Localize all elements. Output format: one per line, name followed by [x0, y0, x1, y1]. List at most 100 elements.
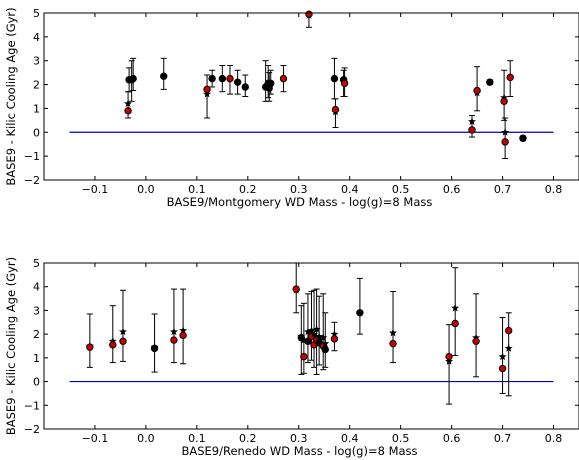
x-tick-label: 0.7 [494, 183, 512, 196]
star-marker [203, 89, 212, 98]
data-point-black [233, 78, 242, 86]
data-point-red [86, 343, 94, 351]
data-point-black [218, 74, 227, 83]
data-point-red [331, 105, 340, 114]
y-tick-label: 3 [33, 304, 40, 317]
x-axis-label: BASE9/Renedo WD Mass - log(g)=8 Mass [181, 444, 417, 458]
star-marker [321, 339, 330, 348]
x-tick-label: 0.2 [239, 432, 257, 445]
x-tick-label: −0.1 [82, 432, 109, 445]
x-tick-label: 0.3 [290, 432, 308, 445]
data-point-black [356, 309, 364, 317]
y-tick-label: 2 [33, 328, 40, 341]
star-marker [330, 329, 339, 338]
star-marker [124, 99, 133, 108]
data-point-red [500, 97, 508, 105]
star-marker [498, 352, 507, 361]
y-tick-label: 0 [33, 376, 40, 389]
data-point-red [179, 331, 187, 340]
star-marker [500, 93, 509, 102]
x-tick-label: 0.4 [341, 183, 359, 196]
star-marker [445, 357, 454, 365]
data-point-red [330, 335, 339, 343]
x-tick-label: 0.6 [443, 432, 461, 445]
data-point-red [305, 10, 313, 18]
x-tick-label: 0.1 [188, 183, 206, 196]
data-point-red [501, 138, 509, 146]
x-tick-label: 0.6 [443, 183, 461, 196]
data-point-red [300, 352, 308, 361]
y-tick-label: 5 [33, 257, 40, 270]
data-point-black [330, 74, 339, 83]
y-tick-label: 0 [33, 126, 40, 139]
y-tick-label: 1 [33, 102, 40, 115]
star-marker [504, 344, 513, 352]
data-point-black [150, 344, 159, 353]
star-marker [310, 329, 319, 338]
star-marker [451, 303, 460, 312]
data-point-black [160, 72, 168, 80]
star-marker [472, 333, 481, 342]
data-point-black [129, 74, 137, 83]
y-tick-label: 2 [33, 79, 40, 92]
data-point-red [504, 326, 513, 335]
x-tick-label: 0.7 [494, 432, 512, 445]
x-tick-label: 0.1 [188, 432, 206, 445]
data-point-red [389, 339, 397, 348]
plot-frame [43, 12, 579, 181]
data-point-red [468, 126, 476, 134]
y-tick-label: 5 [33, 7, 40, 20]
x-tick-label: 0.5 [392, 432, 410, 445]
data-point-red [124, 107, 132, 115]
data-point-red [226, 74, 234, 83]
data-point-red [279, 74, 288, 83]
y-tick-label: 4 [33, 281, 40, 294]
star-marker [312, 325, 321, 333]
data-point-red [203, 85, 211, 94]
data-point-black [267, 79, 275, 88]
y-axis-label: BASE9 - Kilic Cooling Age (Gyr) [4, 7, 18, 185]
plot-frame [43, 262, 579, 430]
star-marker [118, 327, 127, 336]
data-point-red [506, 73, 514, 82]
star-marker [169, 327, 178, 336]
star-marker [303, 327, 312, 336]
data-point-red [498, 364, 507, 373]
star-marker [307, 326, 316, 334]
star-marker [501, 128, 510, 136]
data-point-red [472, 337, 480, 345]
x-tick-label: 0.3 [290, 183, 308, 196]
star-marker [389, 328, 398, 337]
y-tick-label: −1 [24, 150, 40, 163]
y-tick-label: 3 [33, 55, 40, 68]
x-tick-label: 0.2 [239, 183, 257, 196]
star-marker [319, 333, 328, 342]
data-point-red [119, 337, 127, 345]
x-axis-label: BASE9/Montgomery WD Mass - log(g)=8 Mass [167, 195, 433, 209]
x-tick-label: 0.4 [341, 432, 359, 445]
data-point-black [208, 74, 216, 83]
data-point-red [109, 341, 117, 349]
y-tick-label: 1 [33, 352, 40, 365]
star-marker [315, 332, 324, 340]
data-point-black [321, 345, 329, 354]
data-point-red [473, 86, 481, 95]
x-tick-label: 0.0 [137, 432, 155, 445]
star-marker [299, 335, 308, 344]
data-point-black [519, 134, 527, 142]
data-point-red [340, 79, 349, 88]
data-point-black [241, 83, 249, 91]
y-tick-label: −2 [24, 423, 40, 436]
y-axis-label: BASE9 - Kilic Cooling Age (Gyr) [4, 257, 18, 435]
data-point-black [486, 78, 494, 86]
bottom-panel-renedo: −0.1 0.0 0.1 0.2 0.3 0.4 0.5 0.6 0.7 0.8 −2 −1 0 1 2 3 4… [4, 257, 579, 458]
star-marker [179, 326, 188, 334]
data-point-red [445, 352, 453, 361]
data-point-red [451, 319, 459, 328]
star-marker [108, 337, 117, 345]
x-tick-label: −0.1 [82, 183, 109, 196]
y-tick-label: 4 [33, 31, 40, 44]
star-marker [468, 117, 476, 125]
y-tick-label: −1 [24, 399, 40, 412]
